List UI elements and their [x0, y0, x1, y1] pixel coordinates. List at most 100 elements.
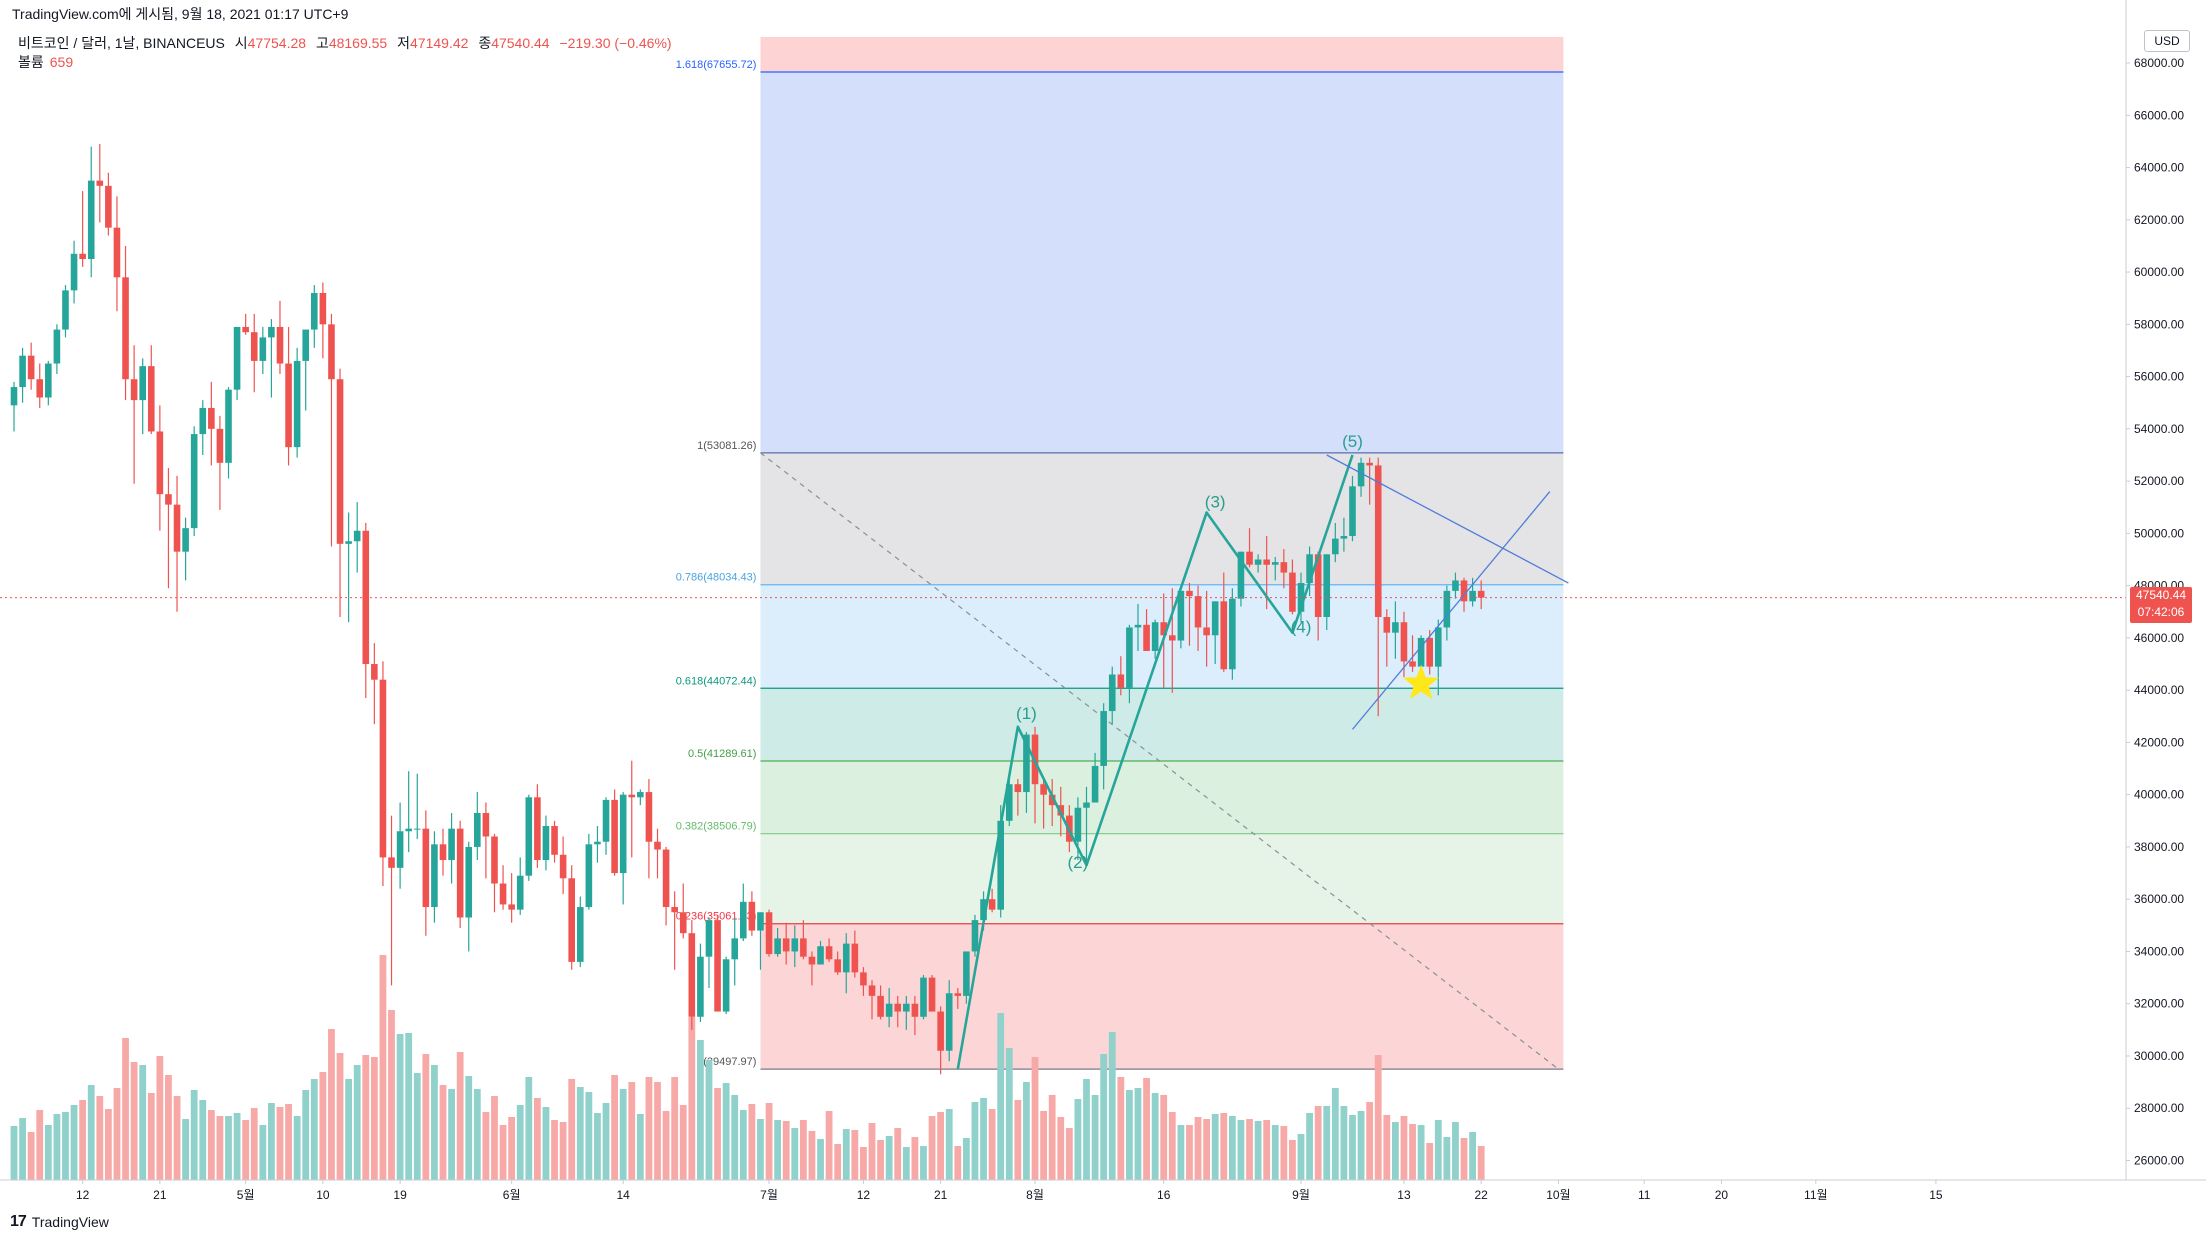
- candle: [1289, 559, 1296, 615]
- candle-body: [70, 253, 78, 291]
- close-value: 47540.44: [491, 35, 550, 51]
- candle: [1229, 588, 1236, 680]
- tradingview-logo[interactable]: 17: [10, 1213, 27, 1230]
- candle: [293, 347, 301, 458]
- volume-bar: [568, 1079, 576, 1180]
- candle-body: [259, 337, 267, 361]
- volume-bar: [654, 1082, 661, 1180]
- volume-bar: [636, 1114, 644, 1180]
- candle-body: [1452, 580, 1459, 591]
- candle-body: [1108, 674, 1116, 712]
- candle-body: [1349, 486, 1356, 536]
- volume-bar: [182, 1119, 189, 1180]
- currency-button[interactable]: USD: [2144, 30, 2190, 52]
- candle-body: [980, 899, 987, 921]
- candle: [474, 792, 481, 861]
- time-tick-label: 8월: [1026, 1188, 1044, 1202]
- symbol-name[interactable]: 비트코인 / 달러, 1날, BINANCEUS: [18, 35, 225, 51]
- candle: [748, 891, 756, 936]
- candle: [1083, 786, 1090, 863]
- volume-bar: [516, 1105, 524, 1180]
- candle-body: [422, 828, 430, 908]
- candle-body: [1271, 562, 1279, 565]
- volume-bar: [456, 1052, 464, 1180]
- candle-body: [1237, 551, 1245, 599]
- volume-bar: [1280, 1126, 1288, 1180]
- volume-bar: [79, 1100, 87, 1180]
- candle-body: [474, 812, 481, 847]
- time-tick-label: 21: [934, 1188, 948, 1202]
- candle: [1100, 703, 1107, 790]
- volume-bar: [310, 1079, 318, 1180]
- volume-bar: [533, 1098, 541, 1180]
- volume-bar: [156, 1056, 164, 1180]
- candle: [705, 917, 713, 989]
- candle-body: [1460, 580, 1468, 602]
- candle: [714, 914, 721, 1012]
- volume-bar: [1297, 1134, 1305, 1180]
- fib-zone-2: [760, 452, 1564, 585]
- candle: [156, 405, 164, 531]
- volume-bar: [902, 1147, 910, 1180]
- candle-body: [825, 946, 833, 960]
- candle: [439, 828, 447, 876]
- time-tick-label: 7월: [760, 1188, 778, 1202]
- volume-bar: [920, 1146, 927, 1180]
- candle-body: [1091, 765, 1099, 803]
- volume-bar: [1306, 1113, 1313, 1180]
- volume-bar: [242, 1120, 250, 1180]
- volume-bar: [645, 1077, 653, 1180]
- candle: [1134, 603, 1142, 651]
- candle-body: [113, 227, 121, 278]
- candle: [945, 980, 953, 1062]
- wave-label-1: (1): [1016, 704, 1037, 723]
- volume-bar: [122, 1038, 129, 1180]
- candle: [396, 802, 404, 889]
- candle: [937, 1006, 944, 1075]
- volume-bar: [353, 1065, 361, 1180]
- candle: [122, 245, 129, 401]
- volume-bar: [662, 1111, 670, 1180]
- candle-body: [276, 326, 284, 364]
- price-tick-label: 44000.00: [2134, 683, 2184, 697]
- volume-bar: [980, 1098, 987, 1180]
- low-label: 저: [397, 35, 411, 51]
- candle-body: [122, 277, 129, 380]
- candle-body: [1074, 807, 1082, 842]
- candle: [963, 951, 970, 1004]
- price-tick-label: 26000.00: [2134, 1154, 2184, 1168]
- candle-body: [1469, 590, 1476, 602]
- candle: [225, 387, 232, 479]
- volume-bar: [130, 1062, 138, 1180]
- volume-bar: [499, 1125, 507, 1180]
- candle-body: [165, 494, 172, 505]
- time-tick-label: 13: [1397, 1188, 1411, 1202]
- candle-body: [62, 290, 69, 330]
- candle-body: [628, 794, 636, 798]
- candle-body: [619, 794, 627, 874]
- volume-bar: [688, 1017, 696, 1180]
- candle: [1143, 609, 1150, 651]
- volume-bar: [70, 1105, 78, 1180]
- volume-bar: [860, 1147, 867, 1180]
- candle: [885, 988, 893, 1028]
- candle: [637, 789, 644, 806]
- candle-body: [1177, 590, 1185, 641]
- candle-body: [1186, 590, 1193, 597]
- candle: [405, 771, 412, 853]
- candle: [259, 326, 267, 374]
- candle-body: [1417, 637, 1425, 667]
- volume-bar: [1426, 1143, 1434, 1180]
- candle-body: [1169, 635, 1176, 641]
- volume-bar: [757, 1119, 764, 1180]
- candle: [1186, 583, 1193, 646]
- volume-bar: [482, 1112, 490, 1180]
- volume-bar: [362, 1055, 370, 1180]
- volume-bar: [1409, 1124, 1416, 1180]
- volume-bar: [62, 1112, 69, 1180]
- fib-label-1: 1(53081.26): [697, 440, 756, 452]
- candle: [825, 938, 833, 962]
- candle-body: [688, 933, 696, 1017]
- high-label: 고: [315, 35, 329, 51]
